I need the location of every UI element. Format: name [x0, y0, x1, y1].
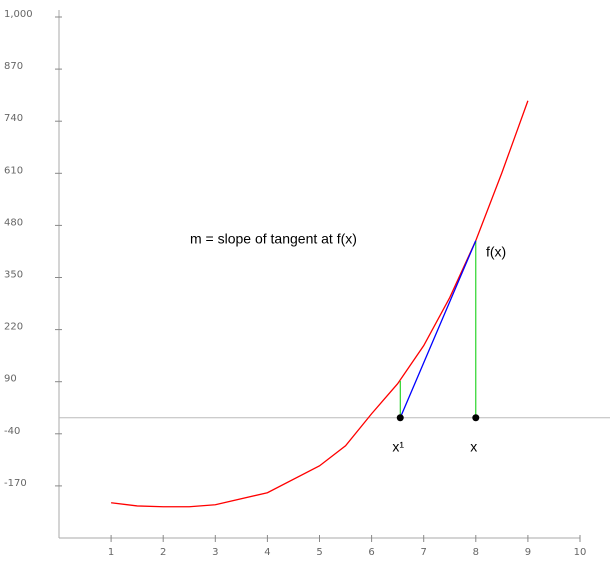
point-label: x — [470, 438, 477, 454]
y-tick-label: 870 — [4, 61, 23, 72]
x-tick-label: 3 — [212, 547, 218, 558]
tangent-line — [399, 240, 477, 419]
x-tick-label: 1 — [108, 547, 114, 558]
x-tick-label: 2 — [160, 547, 166, 558]
x-tick-label: 5 — [316, 547, 322, 558]
y-tick-label: 350 — [4, 270, 23, 281]
x-tick-label: 8 — [473, 547, 479, 558]
point-label: x¹ — [392, 438, 404, 454]
y-tick-label: 220 — [4, 322, 23, 333]
annotation: m = slope of tangent at f(x) — [190, 231, 357, 247]
point — [472, 414, 480, 422]
curve — [111, 100, 529, 508]
x-tick-label: 10 — [574, 547, 587, 558]
point — [396, 414, 404, 422]
fx-label: f(x) — [486, 244, 506, 260]
y-tick-label: 740 — [4, 113, 23, 124]
y-tick-label: -170 — [4, 478, 27, 489]
y-tick-label: -40 — [4, 426, 20, 437]
y-tick-label: 1,000 — [4, 9, 33, 20]
x-tick-label: 9 — [525, 547, 531, 558]
x-tick-label: 7 — [421, 547, 427, 558]
x-tick-label: 4 — [264, 547, 270, 558]
y-tick-label: 610 — [4, 165, 23, 176]
y-tick-label: 90 — [4, 374, 17, 385]
x-tick-label: 6 — [368, 547, 374, 558]
y-tick-label: 480 — [4, 217, 23, 228]
